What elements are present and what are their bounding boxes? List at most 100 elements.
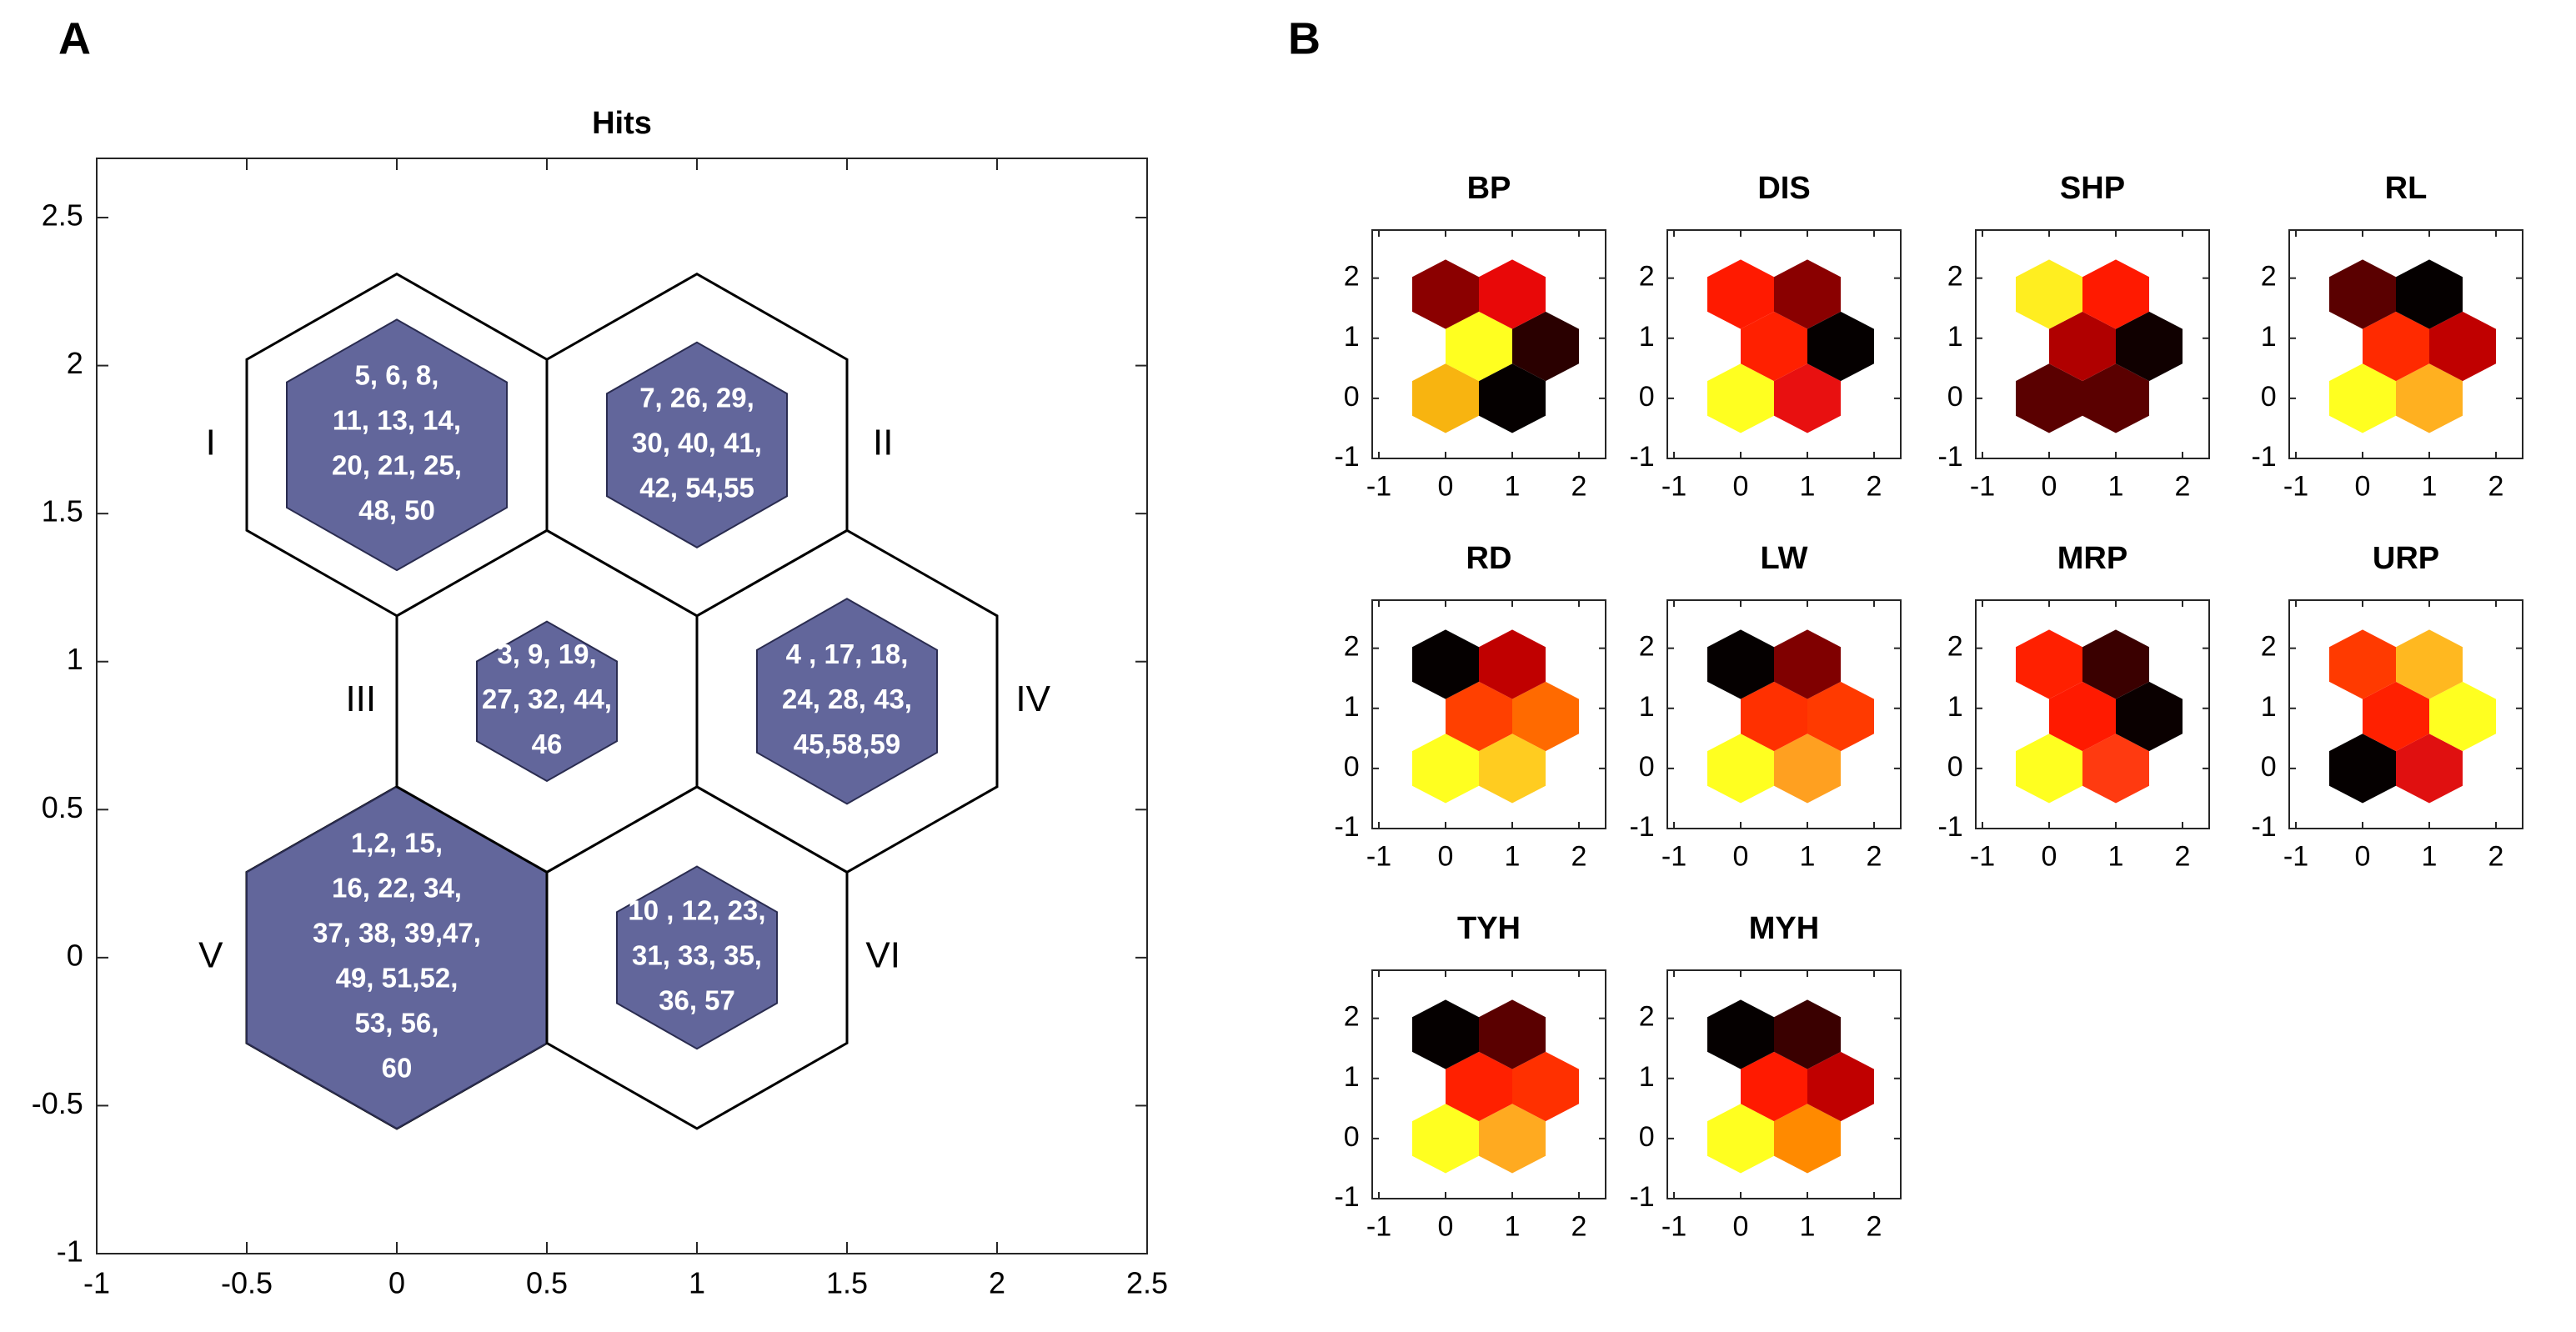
y-tick-label: 2.5: [42, 198, 83, 233]
x-tick-label: -1: [1661, 471, 1686, 503]
plane-hexagon: [1707, 734, 1774, 804]
member-list: 24, 28, 43,: [782, 684, 912, 714]
plane-hexagon: [2082, 259, 2149, 329]
y-tick-label: 1: [1639, 1061, 1655, 1093]
y-tick-label: 0: [2261, 751, 2277, 783]
x-tick-label: -1: [1366, 471, 1391, 503]
plane-hexagon: [2396, 629, 2463, 699]
plane-hexagon: [1774, 734, 1841, 804]
plane-hexagon: [2363, 681, 2429, 752]
plane-hexagon: [1412, 363, 1479, 433]
x-tick-label: 0: [2355, 471, 2371, 503]
member-list: 46: [532, 729, 563, 759]
y-tick-label: 2: [1344, 1001, 1360, 1033]
plane-hexagon: [2329, 363, 2396, 433]
x-tick-label: 0: [2355, 841, 2371, 873]
x-tick-label: -1: [1661, 1211, 1686, 1243]
plane-hexagon: [1412, 629, 1479, 699]
plane-hexagon: [1707, 259, 1774, 329]
y-tick-label: 1: [1344, 321, 1360, 353]
y-tick-label: 1: [1947, 321, 1963, 353]
plane-title: LW: [1761, 541, 1808, 576]
x-tick-label: 0: [1438, 841, 1454, 873]
y-tick-label: -1: [1629, 1181, 1654, 1213]
x-tick-label: 1: [1800, 471, 1816, 503]
plane-hexagon: [1774, 999, 1841, 1069]
y-tick-label: 1: [1344, 691, 1360, 723]
cluster-label: I: [206, 422, 216, 463]
cluster-label: V: [198, 934, 223, 975]
y-tick-label: -1: [1334, 441, 1359, 473]
x-tick-label: -1: [2283, 471, 2308, 503]
hit-hexagon: [616, 865, 778, 1050]
plane-title: SHP: [2060, 171, 2125, 206]
member-list: 16, 22, 34,: [332, 873, 462, 904]
member-list: 1,2, 15,: [351, 828, 443, 859]
y-tick-label: 0.5: [42, 790, 83, 824]
y-tick-label: -1: [2251, 811, 2276, 843]
x-tick-label: -1: [1366, 1211, 1391, 1243]
plane-hexagon: [1774, 629, 1841, 699]
y-tick-label: 2: [1639, 1001, 1655, 1033]
plane-hexagon: [2016, 629, 2082, 699]
x-tick-label: 2: [989, 1265, 1005, 1299]
plane-hexagon: [2396, 363, 2463, 433]
member-list: 60: [382, 1053, 413, 1084]
member-list: 48, 50: [358, 494, 435, 525]
x-tick-label: 2: [1571, 1211, 1587, 1243]
plane-hexagon: [1774, 1104, 1841, 1174]
y-tick-label: 1: [1344, 1061, 1360, 1093]
y-tick-label: 0: [1639, 751, 1655, 783]
x-tick-label: 1.5: [826, 1265, 868, 1299]
cluster-label: IV: [1015, 679, 1050, 719]
x-tick-label: 1: [2108, 471, 2124, 503]
member-list: 31, 33, 35,: [632, 940, 762, 971]
plane-hexagon: [1741, 681, 1807, 752]
plane-title: MYH: [1749, 911, 1819, 946]
member-list: 49, 51,52,: [336, 963, 459, 994]
y-tick-label: 0: [1639, 1121, 1655, 1153]
y-tick-label: 1: [2261, 321, 2277, 353]
y-tick-label: -1: [1937, 811, 1962, 843]
plane-hexagon: [1512, 1051, 1579, 1122]
x-tick-label: 0: [1733, 841, 1749, 873]
x-tick-label: 1: [1505, 471, 1521, 503]
plane-hexagon: [2016, 734, 2082, 804]
plane-hexagon: [2396, 259, 2463, 329]
x-tick-label: 1: [689, 1265, 705, 1299]
y-tick-label: 1: [1639, 321, 1655, 353]
y-tick-label: 2: [1947, 261, 1963, 293]
plane-hexagon: [1446, 311, 1512, 382]
plane-hexagon: [1707, 629, 1774, 699]
plane-hexagon: [2049, 681, 2116, 752]
x-tick-label: 0: [1733, 471, 1749, 503]
plane-hexagon: [2082, 629, 2149, 699]
plane-hexagon: [2329, 734, 2396, 804]
y-tick-label: -1: [1334, 811, 1359, 843]
y-tick-label: 2: [2261, 631, 2277, 663]
plane-hexagon: [1446, 1051, 1512, 1122]
panel-label: A: [58, 13, 91, 63]
x-tick-label: 2.5: [1126, 1265, 1168, 1299]
y-tick-label: 1.5: [42, 494, 83, 528]
plane-hexagon: [1512, 311, 1579, 382]
y-tick-label: 2: [1639, 631, 1655, 663]
plane-hexagon: [1741, 311, 1807, 382]
y-tick-label: -1: [1937, 441, 1962, 473]
plane-hexagon: [1741, 1051, 1807, 1122]
cluster-label: VI: [865, 934, 900, 975]
y-tick-label: 0: [2261, 381, 2277, 413]
x-tick-label: 1: [2422, 841, 2438, 873]
y-tick-label: -1: [57, 1234, 83, 1269]
x-tick-label: 2: [2175, 471, 2191, 503]
plane-hexagon: [2049, 311, 2116, 382]
plane-hexagon: [1479, 363, 1546, 433]
plane-hexagon: [1412, 1104, 1479, 1174]
x-tick-label: 0: [1438, 471, 1454, 503]
x-tick-label: 0: [388, 1265, 405, 1299]
y-tick-label: 0: [1947, 381, 1963, 413]
y-tick-label: -1: [2251, 441, 2276, 473]
plane-hexagon: [2329, 259, 2396, 329]
y-tick-label: 1: [67, 642, 83, 676]
y-tick-label: 1: [2261, 691, 2277, 723]
